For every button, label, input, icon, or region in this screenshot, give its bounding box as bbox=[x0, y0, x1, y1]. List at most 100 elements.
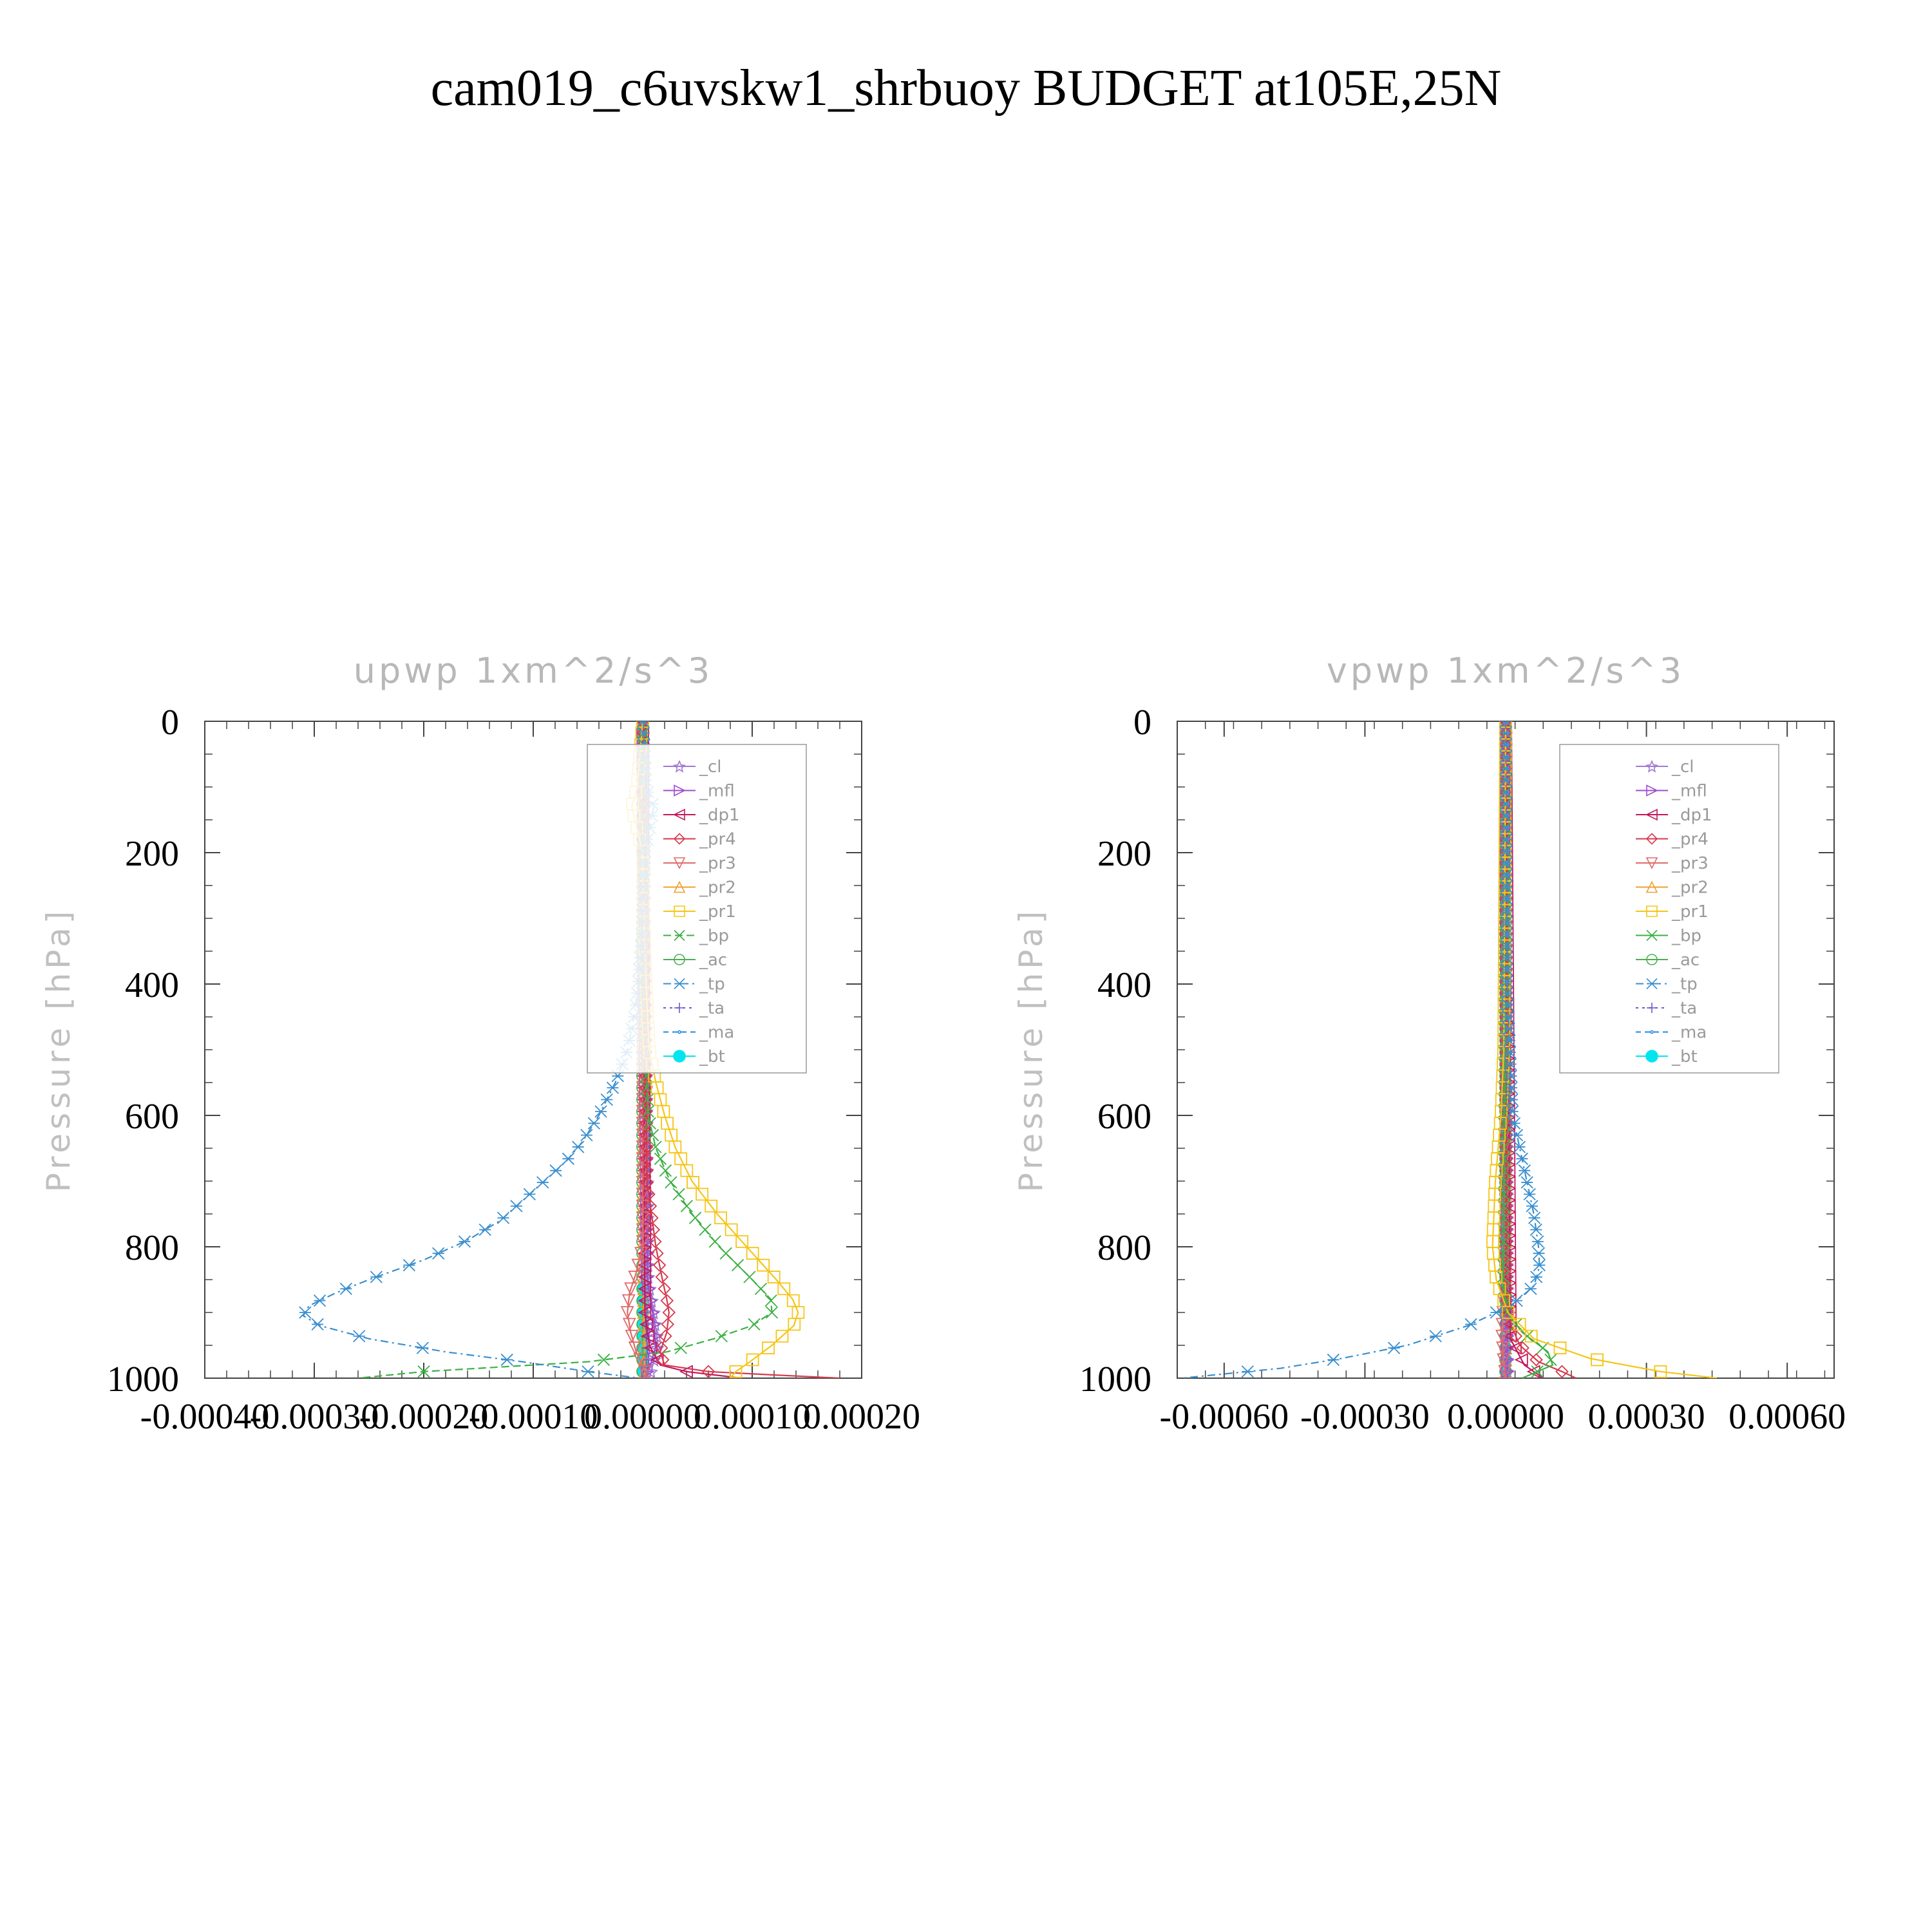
series-marker-bp bbox=[1531, 1365, 1544, 1378]
series-marker-pr4 bbox=[1516, 1341, 1530, 1355]
series-marker-pr1 bbox=[1524, 1329, 1538, 1343]
legend-marker-ac bbox=[674, 954, 685, 965]
series-marker-tp bbox=[1500, 845, 1513, 858]
series-marker-tp bbox=[1532, 1247, 1546, 1260]
legend-box bbox=[587, 744, 807, 1074]
series-marker-tp bbox=[1531, 1235, 1544, 1248]
series-marker-tp bbox=[582, 1365, 594, 1378]
series-marker-bp bbox=[665, 1176, 677, 1189]
series-marker-pr4 bbox=[661, 1318, 675, 1331]
series-marker-pr3 bbox=[636, 1188, 650, 1202]
series-marker-tp bbox=[1500, 869, 1513, 882]
series-marker-tp bbox=[1530, 1271, 1543, 1283]
series-marker-bp bbox=[597, 1353, 611, 1367]
series-marker-tp bbox=[1499, 762, 1513, 775]
series-marker-bp bbox=[1497, 1176, 1511, 1189]
series-marker-dp1 bbox=[638, 1305, 652, 1320]
series-line-pr3 bbox=[627, 721, 648, 1378]
series-marker-tp bbox=[299, 1306, 312, 1319]
series-marker-tp bbox=[1505, 1081, 1518, 1094]
legend-marker-tp bbox=[1646, 978, 1658, 990]
legend-label-tp: _tp bbox=[699, 975, 725, 994]
series-marker-bp bbox=[1497, 1282, 1511, 1295]
x-tick-label: -0.00020 bbox=[359, 1397, 489, 1437]
series-marker-pr3 bbox=[636, 1141, 650, 1154]
series-marker-tp bbox=[1500, 892, 1513, 905]
series-marker-cl bbox=[648, 1317, 663, 1332]
series-marker-bp bbox=[680, 1200, 693, 1213]
plot-area bbox=[1182, 721, 1718, 1378]
series-marker-tp bbox=[1523, 1188, 1536, 1201]
series-marker-tp bbox=[1500, 797, 1513, 811]
series-marker-tp bbox=[1500, 821, 1513, 834]
series-marker-tp bbox=[402, 1258, 415, 1272]
series-marker-bp bbox=[1497, 1258, 1510, 1272]
series-marker-mfl bbox=[642, 1282, 656, 1296]
series-marker-cl bbox=[641, 1269, 656, 1284]
series-marker-bp bbox=[1497, 1152, 1511, 1165]
y-tick-label: 400 bbox=[1097, 965, 1151, 1005]
x-tick-label: 0.00060 bbox=[1728, 1397, 1846, 1437]
series-marker-tp bbox=[1500, 904, 1513, 917]
legend-marker-pr2 bbox=[1645, 880, 1658, 893]
legend-marker-pr3 bbox=[1645, 857, 1658, 869]
series-marker-tp bbox=[1501, 975, 1513, 988]
legend-marker-mfl bbox=[1646, 784, 1658, 797]
series-marker-bp bbox=[1536, 1341, 1549, 1354]
series-marker-dp1 bbox=[638, 1270, 652, 1284]
series-marker-tp bbox=[1524, 1282, 1537, 1295]
series-marker-tp bbox=[1508, 1117, 1521, 1130]
series-marker-pr3 bbox=[636, 1152, 650, 1166]
series-marker-bp bbox=[748, 1318, 761, 1331]
series-marker-tp bbox=[1501, 963, 1513, 976]
series-marker-tp bbox=[1504, 1057, 1517, 1071]
series-marker-bp bbox=[1498, 1128, 1511, 1142]
series-marker-dp1 bbox=[638, 1282, 652, 1296]
y-axis-label: Pressure [hPa] bbox=[40, 907, 77, 1193]
series-marker-tp bbox=[637, 726, 650, 739]
x-tick-label: -0.00040 bbox=[140, 1397, 270, 1437]
series-marker-pr4 bbox=[662, 1305, 676, 1320]
legend-label-ac: _ac bbox=[1671, 951, 1700, 970]
series-marker-pr3 bbox=[622, 1318, 636, 1332]
series-marker-tp bbox=[606, 1081, 620, 1094]
legend-label-bp: _bp bbox=[1671, 927, 1701, 946]
series-marker-bp bbox=[708, 1235, 721, 1248]
series-marker-bp bbox=[715, 1330, 728, 1343]
series-marker-tp bbox=[1502, 1022, 1515, 1035]
series-marker-bp bbox=[654, 1152, 667, 1165]
y-tick-label: 1000 bbox=[1079, 1359, 1151, 1399]
y-tick-label: 800 bbox=[125, 1228, 179, 1268]
series-marker-pr3 bbox=[636, 1199, 650, 1213]
series-marker-tp bbox=[1429, 1330, 1442, 1343]
legend-marker-pr4 bbox=[673, 833, 686, 845]
series-marker-bp bbox=[1510, 1318, 1522, 1331]
series-marker-tp bbox=[600, 1093, 613, 1106]
series-marker-tp bbox=[458, 1235, 471, 1248]
series-marker-tp bbox=[1533, 1258, 1546, 1272]
series-marker-cl bbox=[646, 1305, 661, 1320]
series-marker-tp bbox=[580, 1128, 593, 1142]
series-marker-pr3 bbox=[636, 1223, 650, 1237]
panel-title: upwp 1xm^2/s^3 bbox=[354, 650, 714, 691]
series-marker-pr4 bbox=[645, 1211, 659, 1225]
series-marker-tp bbox=[497, 1211, 510, 1224]
series-marker-pr4 bbox=[640, 1175, 654, 1189]
series-marker-dp1 bbox=[1514, 1352, 1528, 1367]
series-marker-pr4 bbox=[656, 1353, 670, 1367]
series-marker-pr4 bbox=[701, 1365, 715, 1378]
series-marker-tp bbox=[1499, 739, 1512, 752]
series-marker-pr3 bbox=[1497, 1353, 1511, 1367]
series-marker-pr1 bbox=[1553, 1341, 1567, 1354]
series-marker-mfl bbox=[639, 1175, 654, 1189]
legend-marker-bp bbox=[674, 929, 685, 942]
series-marker-bp bbox=[688, 1211, 702, 1224]
series-marker-tp bbox=[1506, 1105, 1519, 1118]
x-tick-label: 0.00000 bbox=[1447, 1397, 1564, 1437]
x-tick-label: 0.00010 bbox=[694, 1397, 811, 1437]
legend-label-pr3: _pr3 bbox=[1671, 854, 1709, 873]
series-marker-pr3 bbox=[636, 1176, 650, 1190]
series-marker-tp bbox=[1499, 726, 1512, 739]
legend-label-dp1: _dp1 bbox=[1671, 806, 1712, 825]
